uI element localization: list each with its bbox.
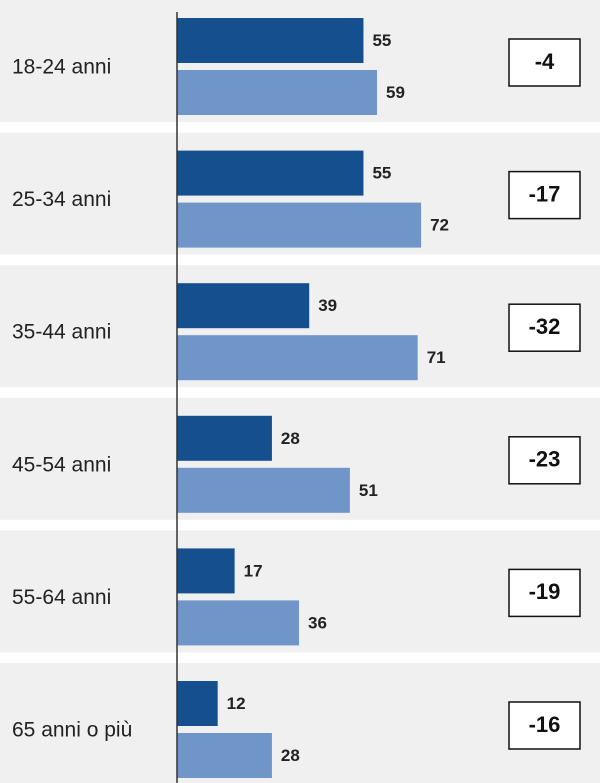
category-label: 35-44 anni <box>12 321 111 344</box>
bar <box>177 18 364 63</box>
bar <box>177 283 310 329</box>
bar <box>177 70 378 115</box>
value-label: 71 <box>427 348 446 367</box>
difference-box <box>508 436 581 485</box>
value-label: 39 <box>318 296 337 315</box>
row-background <box>0 530 600 653</box>
bar <box>177 467 350 513</box>
difference-label: -23 <box>529 447 561 472</box>
value-label: 17 <box>244 561 263 580</box>
difference-label: -19 <box>529 579 561 604</box>
bar <box>177 202 422 248</box>
bar <box>177 733 272 778</box>
bar <box>177 600 300 646</box>
value-label: 55 <box>372 31 391 50</box>
value-label: 59 <box>386 83 405 102</box>
difference-box <box>508 701 581 750</box>
bar <box>177 335 418 381</box>
bar <box>177 681 218 726</box>
value-label: 72 <box>430 216 449 235</box>
category-label: 45-54 anni <box>12 453 111 476</box>
category-label: 18-24 anni <box>12 56 111 79</box>
value-label: 28 <box>281 746 300 765</box>
difference-label: -17 <box>529 181 561 206</box>
row-background <box>0 663 600 783</box>
difference-label: -4 <box>535 49 555 74</box>
value-label: 55 <box>372 164 391 183</box>
difference-label: -32 <box>529 314 561 339</box>
category-label: 65 anni o più <box>12 719 132 742</box>
difference-box <box>508 38 581 87</box>
bar <box>177 548 235 594</box>
bar <box>177 150 364 196</box>
value-label: 12 <box>227 694 246 713</box>
value-label: 28 <box>281 429 300 448</box>
difference-box <box>508 303 581 352</box>
category-label: 25-34 anni <box>12 188 111 211</box>
bar <box>177 415 272 461</box>
category-label: 55-64 anni <box>12 586 111 609</box>
difference-box <box>508 170 581 220</box>
difference-box <box>508 568 581 618</box>
value-label: 36 <box>308 613 327 632</box>
value-label: 51 <box>359 481 378 500</box>
difference-label: -16 <box>529 712 561 737</box>
